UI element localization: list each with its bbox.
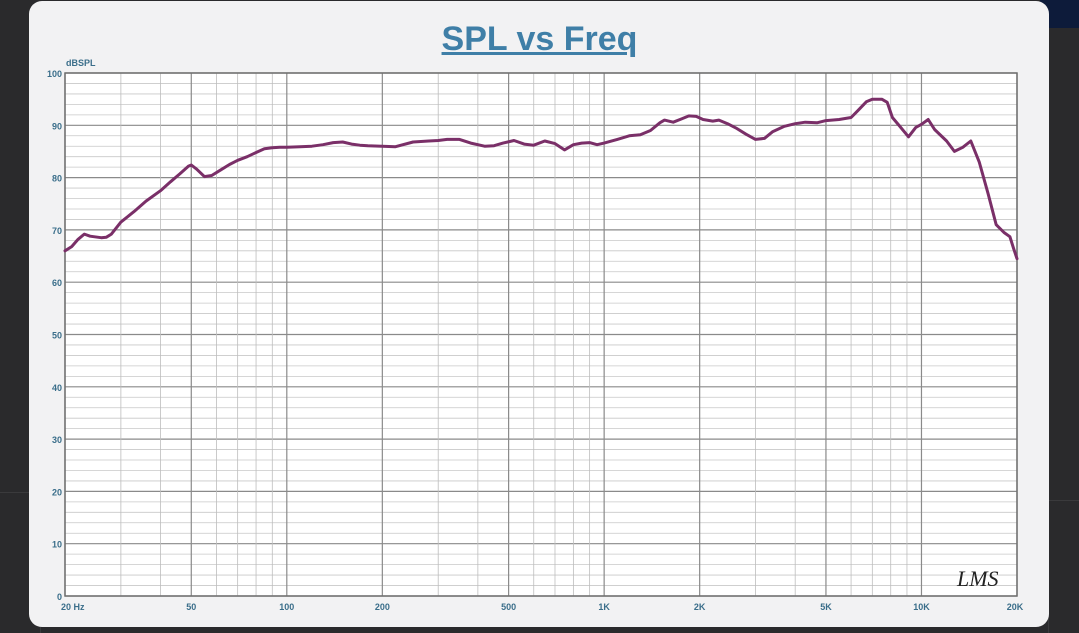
y-tick-label: 10: [52, 540, 62, 550]
y-tick-label: 90: [52, 121, 62, 131]
spl-series-line: [63, 97, 1019, 261]
y-tick-label: 0: [57, 592, 62, 602]
x-tick-label: 100: [279, 602, 294, 612]
y-tick-label: 50: [52, 331, 62, 341]
lms-watermark: LMS: [956, 566, 999, 591]
x-tick-label: 20K: [1007, 602, 1024, 612]
x-tick-label: 10K: [913, 602, 930, 612]
x-tick-label: 20 Hz: [61, 602, 85, 612]
y-tick-label: 100: [47, 69, 62, 79]
y-tick-label: 40: [52, 383, 62, 393]
x-tick-label: 5K: [820, 602, 832, 612]
plot-border: [64, 72, 1018, 597]
y-tick-label: 70: [52, 226, 62, 236]
y-tick-label: 30: [52, 435, 62, 445]
x-tick-label: 500: [501, 602, 516, 612]
y-tick-label: 20: [52, 487, 62, 497]
x-tick-label: 1K: [598, 602, 610, 612]
y-tick-label: 80: [52, 174, 62, 184]
chart-title: SPL vs Freq: [441, 20, 638, 58]
x-tick-label: 200: [375, 602, 390, 612]
y-tick-label: 60: [52, 278, 62, 288]
y-axis-label: dBSPL: [66, 58, 96, 68]
x-tick-label: 50: [186, 602, 196, 612]
x-tick-label: 2K: [694, 602, 706, 612]
